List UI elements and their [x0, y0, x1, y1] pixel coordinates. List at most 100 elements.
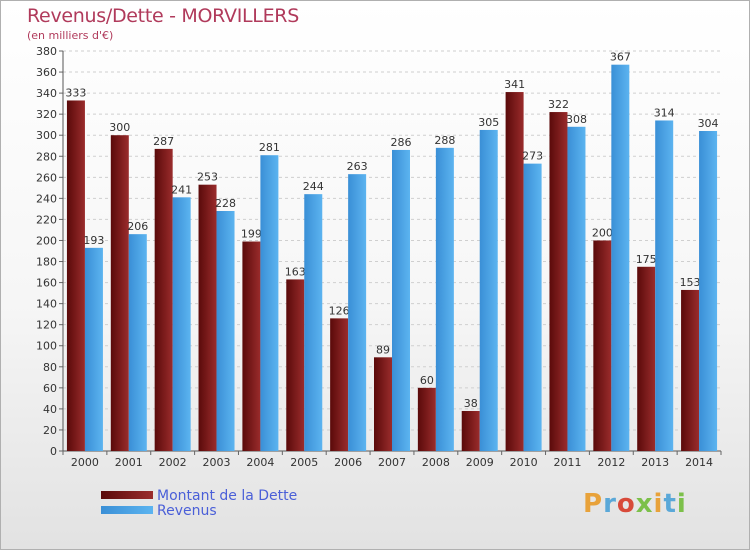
- data-label-dette: 199: [241, 228, 262, 241]
- data-label-revenus: 288: [434, 134, 455, 147]
- x-tick-label: 2003: [203, 456, 231, 469]
- legend-swatch-dette: [101, 491, 153, 499]
- y-tick-label: 260: [36, 171, 57, 184]
- logo-letter: i: [653, 489, 664, 519]
- data-label-revenus: 241: [171, 183, 192, 196]
- y-tick-label: 280: [36, 150, 57, 163]
- bar-revenus: [479, 129, 498, 451]
- y-tick-label: 140: [36, 298, 57, 311]
- x-tick-label: 2014: [685, 456, 713, 469]
- y-tick-label: 20: [43, 424, 57, 437]
- bar-revenus: [128, 234, 147, 451]
- bar-revenus: [260, 155, 279, 452]
- bar-dette: [110, 135, 129, 452]
- legend-swatch-revenus: [101, 506, 153, 514]
- y-tick-label: 100: [36, 340, 57, 353]
- data-label-revenus: 308: [566, 113, 587, 126]
- data-label-revenus: 314: [654, 106, 675, 119]
- y-tick-label: 180: [36, 256, 57, 269]
- y-tick-label: 160: [36, 277, 57, 290]
- data-label-dette: 287: [153, 135, 174, 148]
- logo-letter: t: [663, 489, 677, 519]
- logo-letter: P: [583, 489, 604, 519]
- bar-revenus: [84, 247, 103, 451]
- bar-dette: [154, 148, 173, 452]
- data-label-revenus: 244: [303, 180, 324, 193]
- bar-dette: [374, 357, 392, 451]
- logo-letter: o: [616, 489, 636, 519]
- y-tick-label: 320: [36, 108, 57, 121]
- y-tick-label: 0: [50, 445, 57, 458]
- bar-revenus: [172, 197, 191, 451]
- bar-revenus: [392, 149, 410, 451]
- bar-revenus: [348, 174, 367, 451]
- y-tick-label: 240: [36, 192, 57, 205]
- chart-subtitle: (en milliers d'€): [27, 29, 114, 42]
- data-label-dette: 341: [504, 78, 525, 91]
- x-tick-label: 2009: [466, 456, 494, 469]
- bar-revenus: [523, 163, 542, 451]
- data-label-dette: 300: [109, 121, 130, 134]
- data-label-revenus: 305: [478, 116, 499, 129]
- data-label-revenus: 281: [259, 141, 280, 154]
- data-label-dette: 126: [329, 304, 350, 317]
- data-label-revenus: 193: [83, 234, 104, 247]
- bar-dette: [417, 387, 436, 451]
- bar-dette: [198, 184, 217, 451]
- data-label-dette: 200: [592, 226, 613, 239]
- bar-dette: [242, 241, 261, 451]
- data-label-dette: 38: [464, 397, 478, 410]
- bar-revenus: [611, 64, 630, 452]
- y-tick-label: 120: [36, 319, 57, 332]
- data-label-dette: 163: [285, 265, 306, 278]
- logo-letter: x: [635, 489, 654, 519]
- x-tick-label: 2006: [334, 456, 362, 469]
- data-label-revenus: 304: [698, 117, 719, 130]
- y-tick-label: 300: [36, 129, 57, 142]
- bar-revenus: [304, 194, 323, 451]
- x-tick-label: 2010: [510, 456, 538, 469]
- data-label-dette: 60: [420, 374, 434, 387]
- data-label-revenus: 206: [127, 220, 148, 233]
- bar-revenus: [655, 120, 674, 451]
- x-tick-label: 2008: [422, 456, 450, 469]
- bar-dette: [681, 289, 700, 451]
- data-label-dette: 333: [65, 86, 86, 99]
- y-tick-label: 360: [36, 66, 57, 79]
- y-tick-label: 80: [43, 361, 57, 374]
- proxiti-logo: Proxiti: [583, 489, 687, 519]
- x-tick-label: 2004: [246, 456, 274, 469]
- data-label-dette: 175: [636, 253, 657, 266]
- bar-revenus: [567, 126, 586, 451]
- legend-label-revenus: Revenus: [157, 503, 217, 519]
- x-tick-label: 2011: [553, 456, 581, 469]
- bar-dette: [593, 240, 612, 451]
- data-label-dette: 322: [548, 98, 569, 111]
- bar-dette: [637, 266, 656, 451]
- y-tick-label: 380: [36, 45, 57, 58]
- bar-revenus: [435, 147, 454, 451]
- logo-letter: i: [676, 489, 687, 519]
- data-label-dette: 89: [376, 343, 390, 356]
- legend-label-dette: Montant de la Dette: [157, 488, 298, 504]
- y-tick-label: 340: [36, 87, 57, 100]
- y-tick-label: 200: [36, 234, 57, 247]
- chart-title: Revenus/Dette - MORVILLERS: [27, 5, 299, 27]
- bar-dette: [505, 92, 524, 451]
- data-label-revenus: 263: [347, 160, 368, 173]
- x-tick-label: 2012: [597, 456, 625, 469]
- x-tick-label: 2001: [115, 456, 143, 469]
- y-tick-label: 60: [43, 382, 57, 395]
- x-tick-label: 2000: [71, 456, 99, 469]
- y-tick-label: 40: [43, 403, 57, 416]
- y-tick-label: 220: [36, 213, 57, 226]
- bar-revenus: [216, 211, 235, 451]
- x-tick-label: 2007: [378, 456, 406, 469]
- x-tick-label: 2013: [641, 456, 669, 469]
- data-label-revenus: 367: [610, 51, 631, 64]
- data-label-dette: 253: [197, 171, 218, 184]
- bar-dette: [549, 112, 568, 451]
- bar-dette: [330, 318, 349, 451]
